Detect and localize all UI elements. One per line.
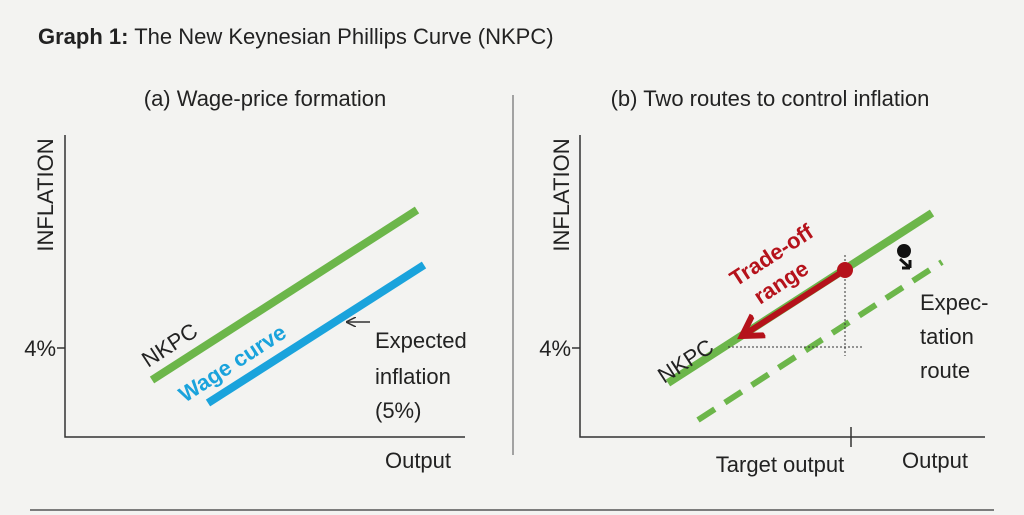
shifted-nkpc-line — [696, 259, 944, 423]
annotation: Expected — [375, 328, 467, 353]
annotation: inflation — [375, 364, 451, 389]
y-tick-label: 4% — [539, 336, 571, 361]
curve-label: NKPC — [653, 334, 718, 388]
header: Graph 1: The New Keynesian Phillips Curv… — [38, 24, 554, 49]
axes — [579, 135, 985, 438]
point — [837, 262, 853, 278]
tradeoff-arrow — [742, 267, 847, 336]
x-axis-label: Output — [902, 448, 968, 473]
y-axis-label: INFLATION — [33, 138, 58, 251]
panel-title: (b) Two routes to control inflation — [611, 86, 930, 111]
x-tick-label: Target output — [716, 452, 844, 477]
header-title: The New Keynesian Phillips Curve (NKPC) — [134, 24, 553, 49]
nkpc-line — [149, 206, 420, 384]
panel-title: (a) Wage-price formation — [144, 86, 386, 111]
x-axis-label: Output — [385, 448, 451, 473]
annotation: tation — [920, 324, 974, 349]
header-label: Graph 1: — [38, 24, 128, 49]
annotation: Expec- — [920, 290, 988, 315]
route-icon — [897, 244, 912, 270]
y-tick-label: 4% — [24, 336, 56, 361]
y-axis-label: INFLATION — [549, 138, 574, 251]
wage-curve-line — [205, 261, 427, 407]
annotation: (5%) — [375, 398, 421, 423]
axes — [64, 135, 465, 438]
annotation: route — [920, 358, 970, 383]
